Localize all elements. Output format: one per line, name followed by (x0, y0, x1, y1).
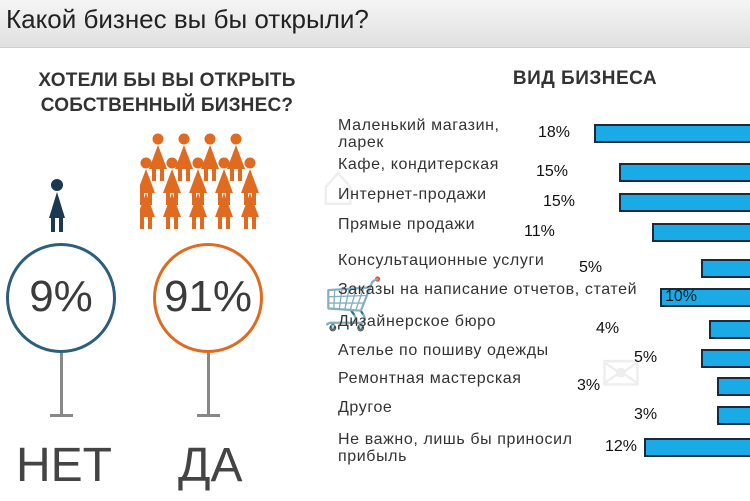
value-label: 3% (577, 377, 601, 394)
category-label-line: Другое (338, 399, 393, 416)
category-label-line: Ремонтная мастерская (338, 370, 522, 387)
cart-watermark-icon: 🛒 (322, 276, 385, 332)
category-label-line: ларек (338, 134, 385, 151)
yes-percent-circle (153, 243, 263, 353)
person-figure (163, 181, 181, 229)
no-answer-label: НЕТ (16, 439, 112, 492)
house-watermark-icon: ⌂ (320, 151, 357, 218)
value-label: 18% (538, 124, 571, 141)
bar-11 (643, 438, 750, 457)
yes-answer-label: ДА (178, 439, 243, 492)
bar-9 (717, 377, 750, 396)
value-label: 12% (605, 438, 638, 455)
category-label: Ремонтная мастерская (338, 370, 522, 387)
question-heading: ХОТЕЛИ БЫ ВЫ ОТКРЫТЬ СОБСТВЕННЫЙ БИЗНЕС? (22, 68, 312, 118)
person-figure (149, 133, 167, 181)
category-label: Прямые продажи (338, 216, 475, 233)
person-figure (215, 181, 233, 229)
no-percent-circle (6, 243, 116, 353)
bar-5 (701, 259, 750, 278)
bar-2 (619, 163, 750, 182)
category-label: Маленький магазин, ларек (338, 117, 500, 151)
category-label-line: прибыль (338, 448, 408, 465)
yes-arrow-stem (207, 353, 210, 415)
bar-1 (594, 124, 750, 143)
category-label: Ателье по пошиву одежды (338, 342, 549, 359)
no-arrow-tee (50, 414, 73, 417)
person-figure (227, 133, 245, 181)
bar-8 (701, 349, 750, 368)
value-label: 5% (634, 349, 658, 366)
category-label-line: Ателье по пошиву одежды (338, 342, 549, 359)
envelope-watermark-icon: ✉ (600, 346, 642, 402)
value-label: 11% (524, 223, 555, 240)
person-figure (189, 181, 207, 229)
category-label-line: Кафе, кондитерская (338, 156, 500, 173)
value-label: 15% (536, 163, 569, 180)
category-label: Интернет-продажи (338, 186, 487, 203)
category-label: Кафе, кондитерская (338, 156, 499, 173)
category-label-line: Консультационные услуги (338, 252, 545, 269)
category-label: Консультационные услуги (338, 252, 544, 269)
category-label-line: Заказы на написание отчетов, статей (338, 281, 638, 298)
category-label-line: Не важно, лишь бы приносил (338, 431, 573, 448)
bar-3 (619, 193, 750, 212)
person-figure (175, 133, 193, 181)
yes-percent-value: 91% (163, 272, 253, 321)
yes-arrow-tee (197, 414, 220, 417)
person-figure (241, 181, 259, 229)
person-figure (201, 133, 219, 181)
chart-title: ВИД БИЗНЕСА (512, 68, 658, 89)
value-label: 5% (579, 259, 603, 276)
single-person-icon (49, 179, 65, 232)
no-arrow-stem (60, 353, 63, 415)
category-label: Дизайнерское бюро (338, 313, 496, 330)
question-line-1: ХОТЕЛИ БЫ ВЫ ОТКРЫТЬ (38, 70, 296, 91)
value-label: 4% (596, 320, 620, 337)
question-line-2: СОБСТВЕННЫЙ БИЗНЕС? (40, 95, 294, 116)
bar-7 (709, 320, 750, 339)
category-label: Заказы на написание отчетов, статей (338, 281, 637, 298)
crowd-people-icon (140, 133, 259, 229)
category-label-line: Прямые продажи (338, 216, 476, 233)
bar-4 (651, 223, 750, 242)
header-bar: Какой бизнес вы бы открыли? (0, 0, 750, 48)
category-label: Не важно, лишь бы приносил прибыль (338, 431, 573, 465)
bar-6 (660, 288, 750, 307)
value-label: 15% (543, 193, 576, 210)
category-label-line: Дизайнерское бюро (338, 313, 497, 330)
category-label: Другое (338, 399, 392, 416)
bar-10 (717, 406, 750, 425)
category-label-line: Маленький магазин, (338, 117, 500, 134)
value-label: 10% (665, 288, 698, 305)
person-figure (140, 181, 155, 229)
page-title: Какой бизнес вы бы открыли? (6, 4, 369, 34)
value-label: 3% (634, 406, 658, 423)
category-label-line: Интернет-продажи (338, 186, 487, 203)
no-percent-value: 9% (29, 272, 93, 321)
